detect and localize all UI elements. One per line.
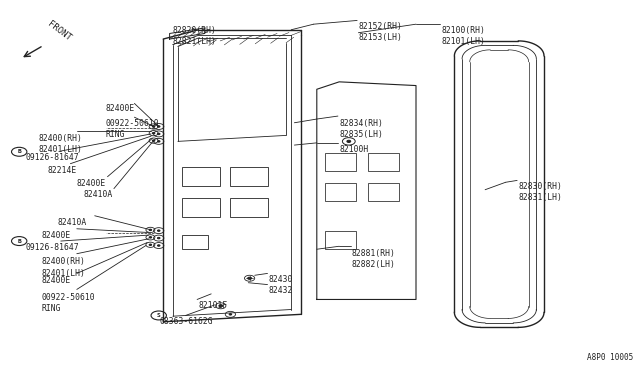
Text: 82410A: 82410A [58, 218, 87, 227]
Circle shape [149, 244, 152, 246]
Circle shape [152, 126, 155, 127]
Text: 82101F: 82101F [198, 301, 228, 310]
Circle shape [157, 245, 160, 246]
Text: 82834(RH)
82835(LH): 82834(RH) 82835(LH) [339, 119, 383, 139]
Text: 82410A: 82410A [83, 190, 113, 199]
Text: 82400E: 82400E [42, 276, 71, 285]
Text: 82400(RH)
82401(LH): 82400(RH) 82401(LH) [38, 134, 83, 154]
Text: 00922-50610
RING: 00922-50610 RING [42, 293, 95, 313]
Text: B: B [17, 238, 21, 244]
Circle shape [149, 229, 152, 231]
Text: 09126-81647: 09126-81647 [26, 153, 79, 161]
Circle shape [152, 132, 155, 134]
Circle shape [157, 141, 160, 142]
Text: 82400E: 82400E [77, 179, 106, 187]
Text: 82881(RH)
82882(LH): 82881(RH) 82882(LH) [352, 249, 396, 269]
Bar [230, 198, 268, 217]
Bar [182, 167, 220, 186]
Text: 82432: 82432 [269, 286, 293, 295]
Text: 82830(RH)
82831(LH): 82830(RH) 82831(LH) [518, 182, 563, 202]
Text: 82152(RH)
82153(LH): 82152(RH) 82153(LH) [358, 22, 403, 42]
Text: 82400(RH)
82401(LH): 82400(RH) 82401(LH) [42, 257, 86, 278]
Text: 09126-81647: 09126-81647 [26, 243, 79, 251]
Circle shape [152, 140, 155, 141]
Text: 08363-6162G: 08363-6162G [160, 317, 214, 326]
Text: 00922-50610
RING: 00922-50610 RING [106, 119, 159, 139]
Circle shape [347, 140, 351, 142]
Circle shape [157, 133, 160, 135]
Text: 82430: 82430 [269, 275, 293, 283]
Circle shape [157, 230, 160, 231]
Bar [325, 183, 356, 201]
Text: FRONT: FRONT [46, 19, 73, 43]
Text: 82400E: 82400E [106, 104, 135, 113]
Bar [368, 183, 399, 201]
Text: B: B [17, 149, 21, 154]
Bar [230, 167, 268, 186]
Bar [368, 153, 399, 171]
Text: 82214E: 82214E [48, 166, 77, 174]
Circle shape [157, 237, 160, 239]
Text: S: S [157, 313, 161, 318]
Bar [325, 153, 356, 171]
Circle shape [157, 126, 160, 127]
Text: 82820(RH)
82821(LH): 82820(RH) 82821(LH) [173, 26, 217, 46]
Circle shape [219, 305, 223, 307]
Circle shape [248, 277, 252, 279]
Bar [182, 235, 208, 249]
Bar [182, 198, 220, 217]
Text: A8P0 10005: A8P0 10005 [588, 353, 634, 362]
Circle shape [149, 237, 152, 238]
Circle shape [229, 314, 232, 315]
Text: 82100(RH)
82101(LH): 82100(RH) 82101(LH) [442, 26, 486, 46]
Text: 82100H: 82100H [339, 145, 369, 154]
Text: 82400E: 82400E [42, 231, 71, 240]
Bar [325, 231, 356, 249]
